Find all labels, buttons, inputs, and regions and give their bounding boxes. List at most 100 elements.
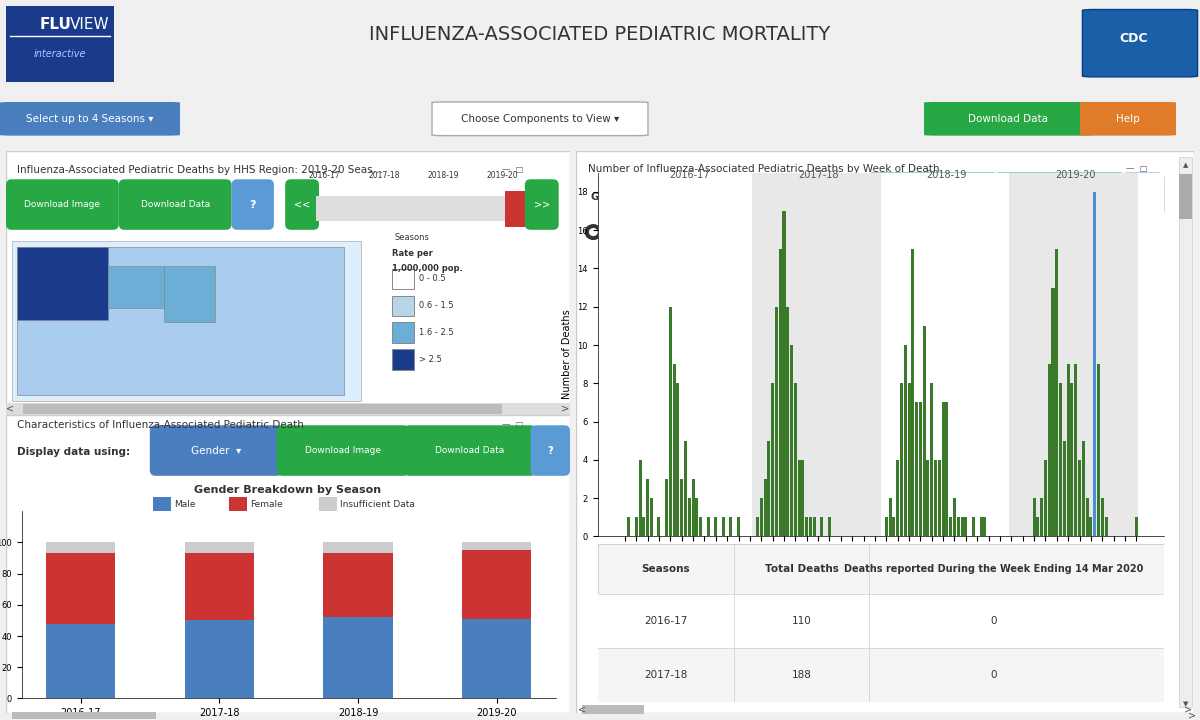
Text: 2019-20: 2019-20 bbox=[1056, 171, 1096, 181]
Bar bbox=[696, 225, 709, 239]
Bar bbox=[1040, 498, 1043, 536]
FancyBboxPatch shape bbox=[994, 173, 1126, 216]
Bar bbox=[938, 460, 941, 536]
FancyBboxPatch shape bbox=[6, 179, 119, 230]
Text: interactive: interactive bbox=[34, 48, 86, 58]
Text: Download Image: Download Image bbox=[24, 200, 101, 209]
Bar bbox=[319, 497, 337, 512]
Text: —  □: — □ bbox=[503, 420, 524, 428]
Bar bbox=[923, 326, 925, 536]
Text: 1,000,000 pop.: 1,000,000 pop. bbox=[392, 264, 463, 272]
Text: ?: ? bbox=[250, 199, 256, 210]
Bar bbox=[185, 542, 254, 553]
Text: Rate per: Rate per bbox=[392, 250, 433, 258]
Bar bbox=[782, 211, 786, 536]
Text: 2016-17: 2016-17 bbox=[644, 616, 688, 626]
Text: —  □: — □ bbox=[503, 165, 524, 174]
Bar bbox=[1135, 517, 1138, 536]
Bar bbox=[828, 225, 841, 239]
Bar bbox=[1086, 498, 1088, 536]
Bar bbox=[642, 517, 646, 536]
Bar bbox=[786, 307, 790, 536]
Text: ▲: ▲ bbox=[1183, 162, 1188, 168]
Bar bbox=[772, 383, 774, 536]
Bar bbox=[6, 151, 570, 415]
Bar bbox=[965, 517, 967, 536]
Bar bbox=[152, 497, 170, 512]
Bar bbox=[979, 517, 983, 536]
Bar bbox=[805, 517, 809, 536]
Text: Total Deaths: Total Deaths bbox=[764, 564, 839, 574]
Bar bbox=[812, 517, 816, 536]
Bar bbox=[730, 517, 732, 536]
Text: Insufficient Data: Insufficient Data bbox=[341, 500, 415, 509]
Bar bbox=[779, 249, 781, 536]
FancyBboxPatch shape bbox=[530, 426, 570, 476]
Bar bbox=[756, 517, 758, 536]
FancyBboxPatch shape bbox=[119, 179, 232, 230]
Bar bbox=[323, 553, 392, 617]
Bar bbox=[1104, 517, 1108, 536]
Text: Download Image: Download Image bbox=[305, 446, 380, 455]
Bar bbox=[811, 225, 824, 239]
FancyBboxPatch shape bbox=[1080, 102, 1176, 135]
Bar bbox=[695, 498, 698, 536]
Bar bbox=[12, 712, 156, 719]
Bar bbox=[1178, 157, 1192, 707]
Text: Gender Breakdown by Season: Gender Breakdown by Season bbox=[194, 485, 382, 495]
Circle shape bbox=[589, 229, 598, 235]
Text: > 2.5: > 2.5 bbox=[419, 355, 442, 364]
FancyBboxPatch shape bbox=[403, 426, 536, 476]
Bar bbox=[714, 517, 718, 536]
FancyBboxPatch shape bbox=[286, 179, 319, 230]
Text: Characteristics of Influenza-Associated Pediatric Death: Characteristics of Influenza-Associated … bbox=[17, 420, 304, 430]
Bar bbox=[684, 441, 686, 536]
Bar bbox=[46, 624, 115, 698]
Bar bbox=[1060, 383, 1062, 536]
Text: 2019-20: 2019-20 bbox=[486, 171, 518, 180]
Bar bbox=[956, 517, 960, 536]
Bar bbox=[930, 383, 934, 536]
FancyBboxPatch shape bbox=[866, 173, 1000, 216]
Bar bbox=[638, 460, 642, 536]
Text: 2018-19: 2018-19 bbox=[427, 171, 458, 180]
Bar bbox=[677, 383, 679, 536]
Bar bbox=[737, 517, 740, 536]
Bar bbox=[968, 225, 982, 239]
Bar bbox=[6, 402, 570, 415]
Bar bbox=[185, 621, 254, 698]
FancyBboxPatch shape bbox=[277, 426, 409, 476]
Bar bbox=[884, 517, 888, 536]
Text: 110: 110 bbox=[792, 616, 811, 626]
Text: ▼: ▼ bbox=[1183, 701, 1188, 707]
Bar bbox=[934, 460, 937, 536]
FancyBboxPatch shape bbox=[0, 102, 180, 135]
FancyBboxPatch shape bbox=[1082, 9, 1198, 77]
Text: 2017-18: 2017-18 bbox=[644, 670, 688, 680]
Bar bbox=[505, 191, 528, 227]
Bar bbox=[1100, 498, 1104, 536]
Bar bbox=[23, 404, 503, 414]
Text: 0 - 0.5: 0 - 0.5 bbox=[419, 274, 445, 283]
Bar bbox=[1055, 249, 1058, 536]
Text: 0: 0 bbox=[991, 670, 997, 680]
FancyBboxPatch shape bbox=[432, 102, 648, 135]
Bar bbox=[794, 383, 797, 536]
Text: CDC: CDC bbox=[1120, 32, 1148, 45]
Text: ?: ? bbox=[1140, 189, 1146, 199]
Text: 0.6 - 1.5: 0.6 - 1.5 bbox=[419, 301, 454, 310]
Text: Deaths reported During the Week Ending 14 Mar 2020: Deaths reported During the Week Ending 1… bbox=[845, 564, 1144, 574]
Bar bbox=[462, 542, 532, 550]
Text: 188: 188 bbox=[792, 670, 811, 680]
Text: Current Week: Current Week bbox=[713, 227, 780, 237]
Text: Help: Help bbox=[1116, 114, 1140, 124]
Bar bbox=[12, 241, 361, 401]
Text: 2016-17: 2016-17 bbox=[670, 171, 709, 181]
Text: >: > bbox=[1188, 711, 1196, 720]
Text: 1.6 - 2.5: 1.6 - 2.5 bbox=[419, 328, 454, 337]
Bar bbox=[392, 349, 414, 369]
Bar bbox=[46, 542, 115, 553]
Bar bbox=[598, 544, 1164, 594]
Text: Choose Components to View ▾: Choose Components to View ▾ bbox=[461, 114, 619, 124]
Bar bbox=[821, 517, 823, 536]
